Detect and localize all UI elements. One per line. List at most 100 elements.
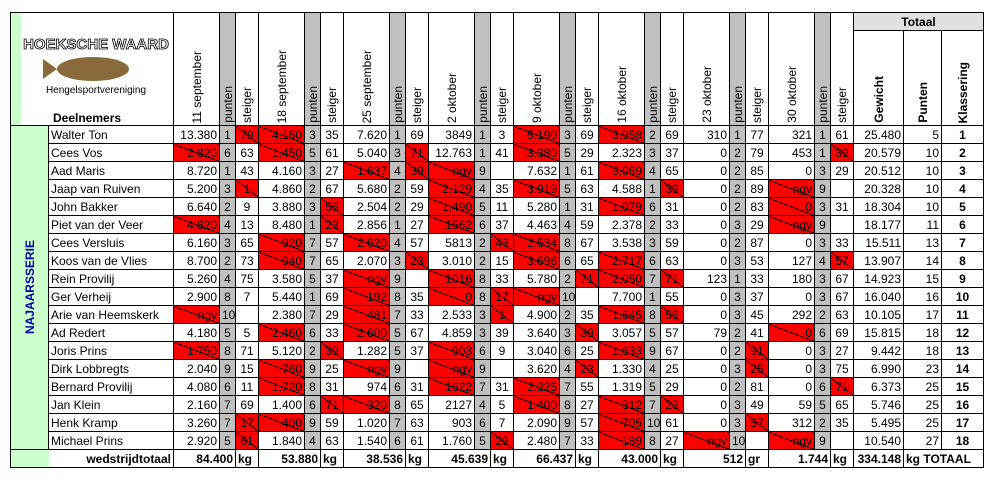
peg-cell: 25 bbox=[745, 359, 769, 378]
peg-cell: 35 bbox=[405, 287, 429, 306]
steiger-label: steiger bbox=[665, 86, 679, 123]
points-cell: 2 bbox=[729, 341, 746, 360]
peg-cell: 31 bbox=[660, 197, 684, 216]
peg-cell: 9 bbox=[490, 341, 514, 360]
deelnemers-label: Deelnemers bbox=[53, 111, 122, 125]
points-cell: 6 bbox=[559, 341, 576, 360]
weight-cell: 1.282 bbox=[343, 341, 390, 360]
weight-cell: 0 bbox=[683, 197, 730, 216]
punten-label: punten bbox=[390, 86, 405, 123]
peg-cell bbox=[490, 161, 514, 180]
points-cell: 6 bbox=[559, 251, 576, 270]
weight-cell: 940 bbox=[258, 251, 305, 270]
peg-cell: 53 bbox=[660, 305, 684, 324]
peg-cell: 35 bbox=[575, 305, 599, 324]
peg-cell: 89 bbox=[745, 179, 769, 198]
points-cell: 3 bbox=[559, 323, 576, 342]
weight-cell: 400 bbox=[258, 413, 305, 432]
weight-cell: 1.760 bbox=[428, 431, 475, 450]
peg-cell: 65 bbox=[660, 161, 684, 180]
points-cell: 6 bbox=[644, 251, 661, 270]
points-cell: 8 bbox=[474, 269, 491, 288]
peg-cell: 65 bbox=[575, 251, 599, 270]
peg-cell: 25 bbox=[660, 359, 684, 378]
peg-cell: 57 bbox=[745, 413, 769, 432]
weight-cell: 0 bbox=[768, 197, 815, 216]
match-total: 43.000 bbox=[598, 449, 661, 468]
weight-cell: 8.480 bbox=[258, 215, 305, 234]
peg-cell: 39 bbox=[320, 341, 344, 360]
klassering-label: Klassering bbox=[955, 61, 970, 123]
points-cell: 5 bbox=[559, 143, 576, 162]
peg-cell: 31 bbox=[575, 197, 599, 216]
participant-name: Jan Klein bbox=[48, 395, 174, 414]
peg-cell: 71 bbox=[660, 269, 684, 288]
peg-cell: 61 bbox=[830, 125, 854, 144]
peg-cell: 33 bbox=[320, 323, 344, 342]
peg-cell: 61 bbox=[575, 161, 599, 180]
punten-label: punten bbox=[730, 86, 745, 123]
participant-row: Aad Maris 8.720 1 43 4.160 3 27 1.637 4 39 ngv 9 7.6… bbox=[11, 161, 985, 180]
date-label: 2 oktober bbox=[444, 72, 459, 123]
points-cell: 4 bbox=[219, 269, 236, 288]
peg-cell: 39 bbox=[405, 161, 429, 180]
weight-cell: 920 bbox=[258, 233, 305, 252]
peg-cell: 65 bbox=[405, 395, 429, 414]
points-cell: 8 bbox=[644, 305, 661, 324]
total-weight: 18.177 bbox=[853, 215, 904, 234]
points-cell: 3 bbox=[729, 287, 746, 306]
points-cell: 1 bbox=[814, 143, 831, 162]
weight-cell: 0 bbox=[683, 287, 730, 306]
total-points: 23 bbox=[903, 359, 942, 378]
points-cell: 10 bbox=[559, 287, 576, 306]
peg-cell: 37 bbox=[405, 341, 429, 360]
points-cell: 3 bbox=[814, 197, 831, 216]
weight-cell: 5.200 bbox=[173, 179, 220, 198]
participant-name: Jaap van Ruiven bbox=[48, 179, 174, 198]
weight-cell: 321 bbox=[768, 125, 815, 144]
totaal-header: Totaal bbox=[852, 12, 985, 31]
peg-cell: 7 bbox=[490, 413, 514, 432]
peg-cell: 23 bbox=[405, 251, 429, 270]
steiger-label: steiger bbox=[410, 86, 424, 123]
match-unit: kg bbox=[575, 449, 599, 468]
points-cell: 7 bbox=[389, 413, 406, 432]
peg-cell: 59 bbox=[320, 413, 344, 432]
standings-sheet: HOEKSCHE WAARD Hengelsportvereniging Deeln… bbox=[10, 12, 985, 468]
points-cell: 2 bbox=[814, 413, 831, 432]
peg-cell: 85 bbox=[745, 161, 769, 180]
peg-cell: 1 bbox=[490, 305, 514, 324]
points-cell: 9 bbox=[474, 359, 491, 378]
points-cell: 6 bbox=[219, 143, 236, 162]
participant-row: Rein Provilij 5.260 4 75 3.580 5 37 ngv 9 1016 8 33… bbox=[11, 269, 985, 288]
weight-cell: 192 bbox=[343, 287, 390, 306]
weight-cell: 1622 bbox=[428, 377, 475, 396]
peg-cell: 41 bbox=[745, 323, 769, 342]
total-weight: 6.990 bbox=[853, 359, 904, 378]
weight-cell: 3849 bbox=[428, 125, 475, 144]
points-cell: 7 bbox=[219, 395, 236, 414]
peg-cell: 69 bbox=[235, 395, 259, 414]
date-header: 9 oktober bbox=[513, 12, 560, 126]
standings-table: HOEKSCHE WAARD Hengelsportvereniging Deeln… bbox=[10, 12, 985, 468]
points-cell: 5 bbox=[644, 323, 661, 342]
match-unit: kg bbox=[830, 449, 854, 468]
points-cell: 4 bbox=[559, 215, 576, 234]
peg-cell: 17 bbox=[235, 413, 259, 432]
participant-name: Bernard Provilij bbox=[48, 377, 174, 396]
peg-cell: 29 bbox=[320, 305, 344, 324]
points-cell: 6 bbox=[474, 215, 491, 234]
points-cell: 1 bbox=[559, 197, 576, 216]
punten-header: punten bbox=[304, 12, 321, 126]
steiger-label: steiger bbox=[240, 86, 254, 123]
total-points: 25 bbox=[903, 395, 942, 414]
points-cell: 3 bbox=[304, 197, 321, 216]
peg-cell: 75 bbox=[830, 359, 854, 378]
peg-cell: 73 bbox=[235, 251, 259, 270]
points-cell: 1 bbox=[644, 179, 661, 198]
weight-cell: ngv bbox=[173, 305, 220, 324]
total-points: 16 bbox=[903, 287, 942, 306]
ranking: 5 bbox=[940, 197, 985, 216]
match-unit: kg bbox=[490, 449, 514, 468]
peg-cell: 39 bbox=[575, 323, 599, 342]
